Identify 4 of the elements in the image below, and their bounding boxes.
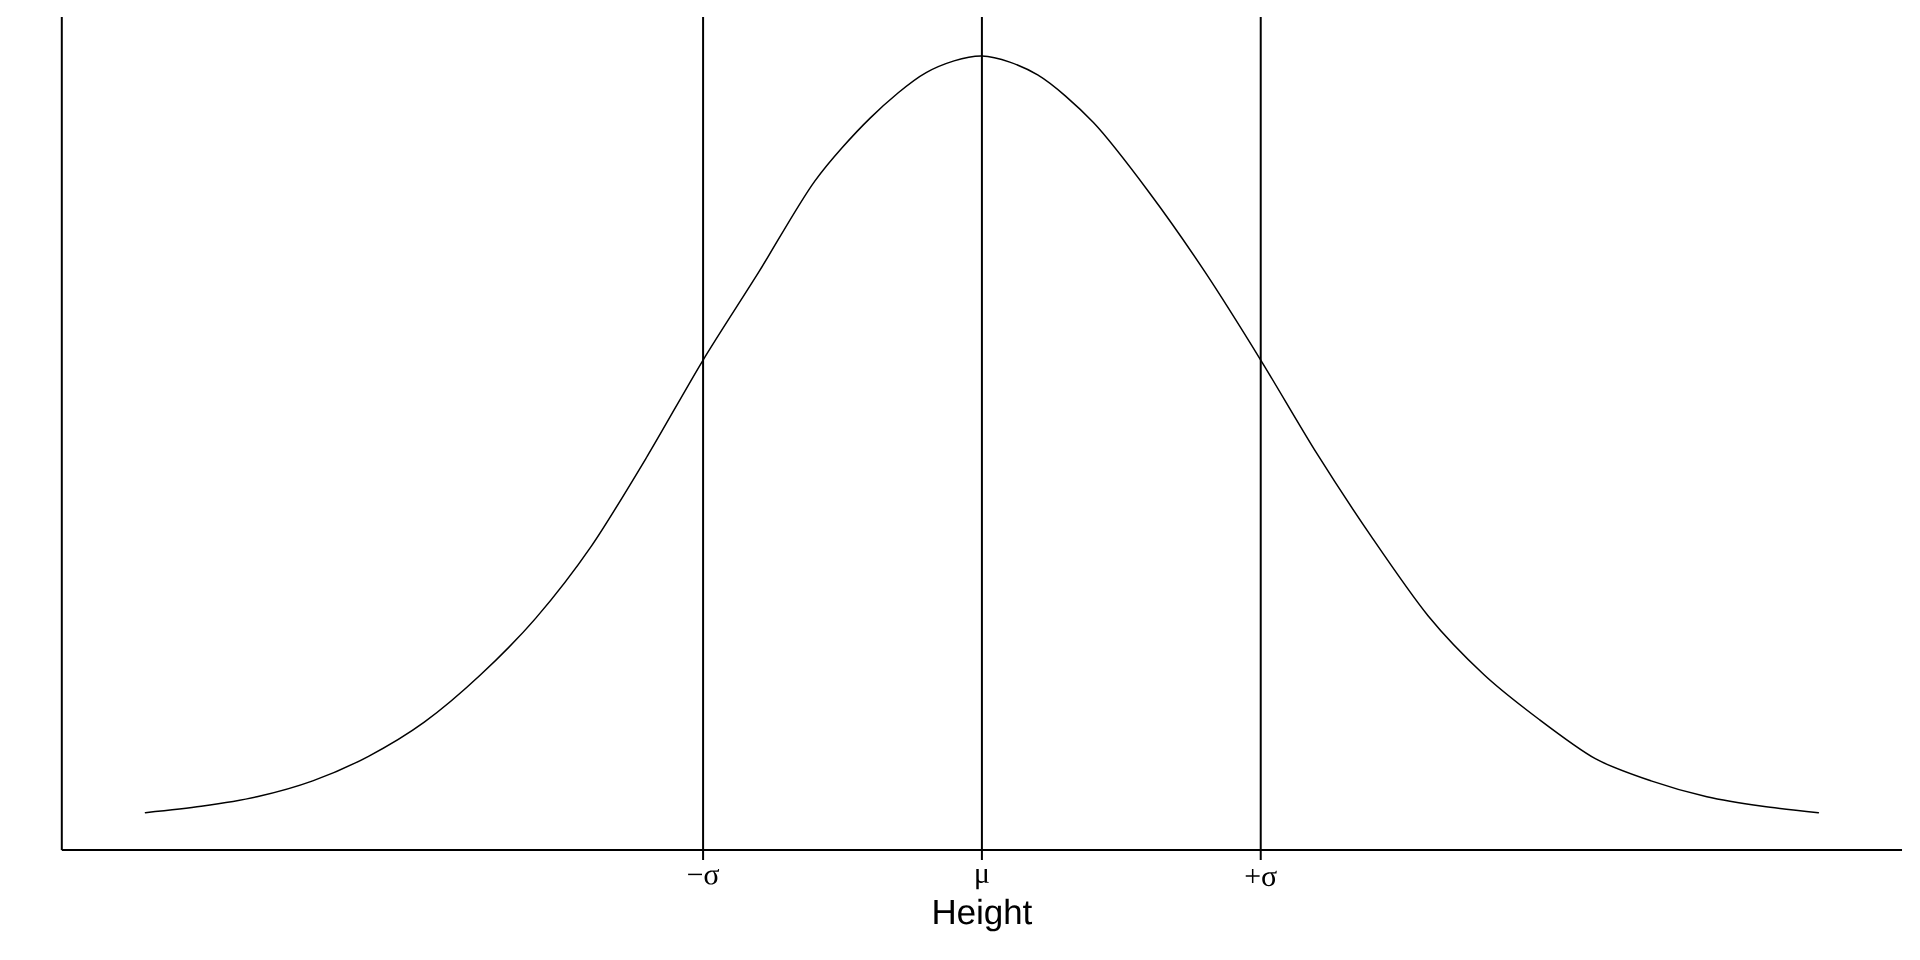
x-tick-label: μ xyxy=(976,869,989,890)
x-tick-label: −σ xyxy=(688,869,720,885)
x-tick-label: +σ xyxy=(1245,869,1277,887)
x-axis-title: Height xyxy=(934,898,1033,932)
